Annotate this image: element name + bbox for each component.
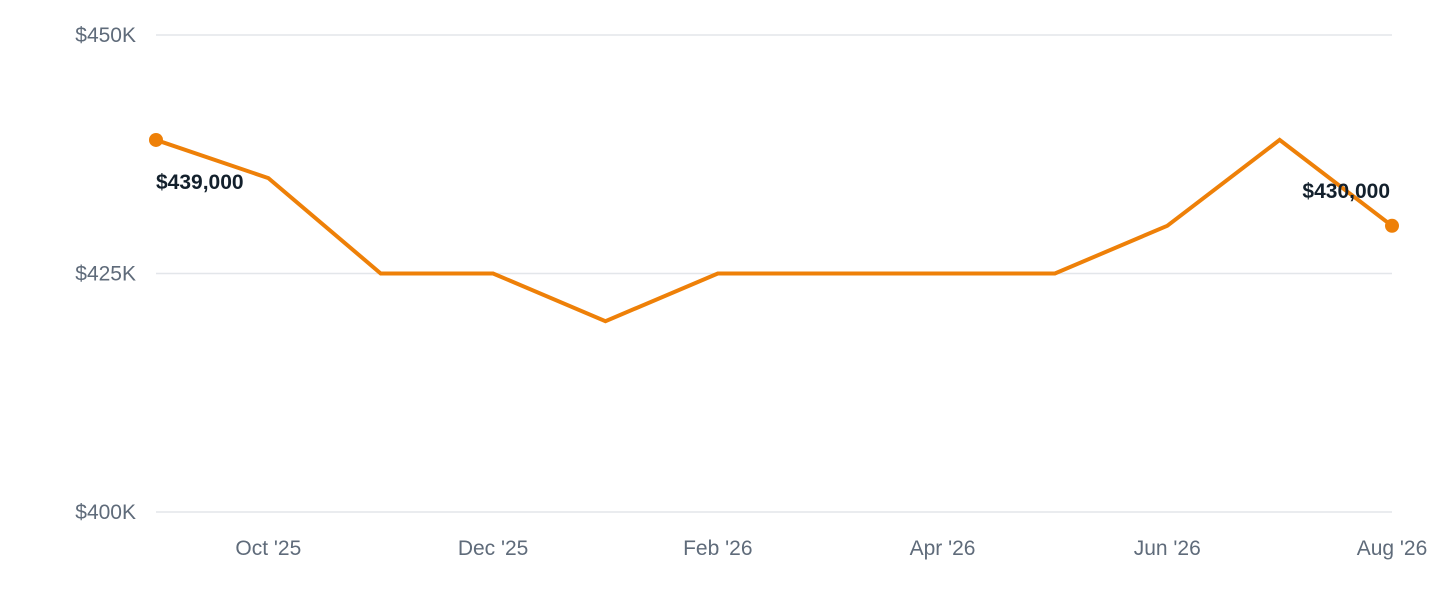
x-tick-label: Jun '26 bbox=[1134, 537, 1201, 560]
x-tick-label: Feb '26 bbox=[683, 537, 752, 560]
y-tick-label: $400K bbox=[75, 501, 136, 524]
data-point bbox=[1385, 218, 1399, 233]
x-tick-label: Dec '25 bbox=[458, 537, 529, 560]
x-tick-label: Oct '25 bbox=[235, 537, 301, 560]
y-tick-label: $425K bbox=[75, 263, 136, 286]
data-label: $439,000 bbox=[156, 171, 244, 194]
data-point bbox=[149, 132, 163, 147]
data-label: $430,000 bbox=[1302, 180, 1390, 203]
x-tick-label: Aug '26 bbox=[1357, 537, 1428, 560]
series-line bbox=[154, 137, 1394, 324]
x-tick-label: Apr '26 bbox=[910, 537, 976, 560]
y-tick-label: $450K bbox=[75, 24, 136, 47]
